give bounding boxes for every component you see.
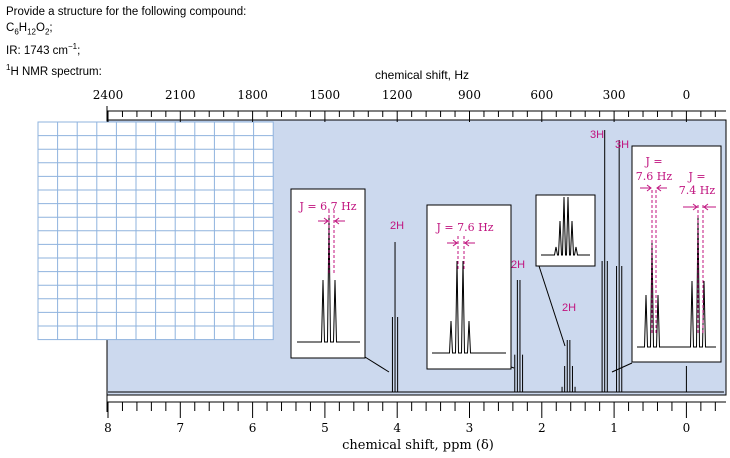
ppm-tick-label: 4 [393, 421, 401, 435]
integration-label-1-6: 2H [562, 302, 576, 314]
j-label-7-6: J = 7.6 Hz [436, 221, 494, 234]
ppm-axis-label: chemical shift, ppm (δ) [342, 438, 494, 453]
hz-axis: 2400 2100 1800 1500 1200 900 600 300 0 [93, 88, 716, 122]
answer-grid [37, 121, 274, 341]
j-label-value: 7.6 Hz [636, 170, 673, 183]
molecular-formula: C6H12O2; [6, 21, 53, 36]
integration-label-1-1: 3H [590, 129, 604, 141]
ppm-tick-label: 6 [249, 421, 257, 435]
ppm-axis: 8 7 6 5 4 3 2 1 0 [104, 402, 716, 435]
ppm-tick-label: 5 [321, 421, 329, 435]
j-label-6-7: J = 6.7 Hz [299, 200, 357, 213]
integration-label-4: 2H [390, 220, 404, 232]
ppm-tick-label: 1 [610, 421, 618, 435]
hz-tick-label: 0 [683, 88, 691, 102]
hz-tick-label: 1800 [237, 88, 268, 102]
inset-triplet-4: J = 6.7 Hz [290, 188, 366, 359]
leader-line-triplets-1 [611, 362, 633, 373]
inset-triplets-1: J = 7.6 Hz J = 7.4 Hz [631, 145, 722, 363]
nmr-heading: 1H NMR spectrum: [6, 62, 102, 78]
hz-tick-label: 2100 [165, 88, 196, 102]
hz-tick-label: 900 [458, 88, 481, 102]
hz-axis-label: chemical shift, Hz [375, 68, 469, 82]
j-label-value: 7.4 Hz [679, 184, 716, 197]
question-text: Provide a structure for the following co… [6, 5, 246, 80]
leader-line-triplet-4 [364, 356, 390, 373]
integration-label-2-3: 2H [511, 259, 525, 271]
hz-tick-label: 1500 [310, 88, 341, 102]
hz-tick-label: 300 [603, 88, 626, 102]
j-arrows [318, 217, 345, 225]
hz-tick-label: 600 [530, 88, 553, 102]
leader-line-sextet [538, 265, 566, 347]
hz-tick-label: 2400 [93, 88, 124, 102]
j-label-prefix: J = [644, 155, 662, 168]
j-arrows [683, 203, 716, 211]
j-label-prefix: J = [687, 170, 705, 183]
spectrum-peaks [391, 130, 687, 392]
ppm-tick-label: 8 [104, 421, 112, 435]
ppm-tick-label: 2 [538, 421, 546, 435]
inset-sextet [535, 194, 596, 267]
j-arrows [447, 239, 475, 247]
hz-tick-label: 1200 [382, 88, 413, 102]
inset-quartet-2: J = 7.6 Hz [426, 204, 512, 370]
j-arrows [640, 184, 667, 192]
integration-label-0-9: 3H [615, 139, 629, 151]
question-prompt: Provide a structure for the following co… [6, 6, 247, 18]
ppm-tick-label: 3 [466, 421, 474, 435]
ir-data: IR: 1743 cm−1; [6, 42, 81, 58]
ppm-tick-label: 7 [176, 421, 184, 435]
ppm-tick-label: 0 [683, 421, 691, 435]
